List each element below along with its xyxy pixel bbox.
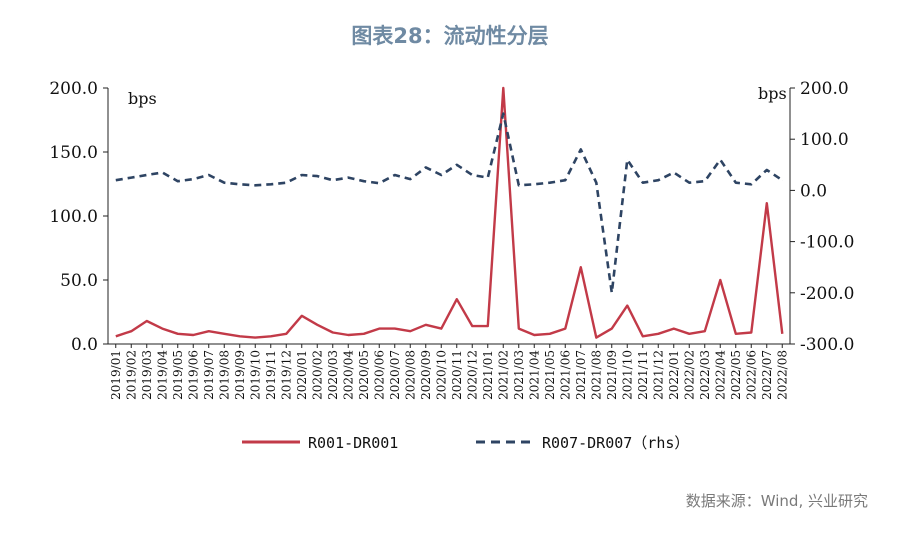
right-tick-label: 0.0 — [800, 181, 827, 201]
x-tick-label: 2022/01 — [667, 350, 681, 400]
right-tick-label: 200.0 — [800, 79, 849, 99]
series-line-0 — [115, 86, 784, 339]
right-axis-ticks: -300.0 -200.0 -100.0 0.0 100.0 200.0 — [790, 79, 854, 355]
right-tick-label: -200.0 — [800, 284, 854, 304]
x-tick-label: 2021/03 — [512, 350, 526, 400]
x-tick-label: 2019/03 — [140, 350, 154, 400]
x-tick-label: 2022/02 — [682, 350, 696, 400]
x-tick-label: 2022/08 — [775, 350, 789, 400]
right-tick-label: -100.0 — [800, 233, 854, 253]
x-tick-label: 2020/10 — [434, 350, 448, 400]
x-tick-label: 2021/02 — [496, 350, 510, 400]
series-line-1 — [115, 112, 784, 295]
x-tick-label: 2019/09 — [233, 350, 247, 400]
x-tick-label: 2021/04 — [527, 350, 541, 400]
series-lines — [115, 86, 784, 339]
source-note: 数据来源：Wind, 兴业研究 — [685, 492, 868, 510]
chart-axes — [107, 88, 791, 345]
x-tick-label: 2020/01 — [295, 350, 309, 400]
x-tick-label: 2021/05 — [543, 350, 557, 400]
x-tick-label: 2019/10 — [248, 350, 262, 400]
x-tick-label: 2019/08 — [217, 350, 231, 400]
x-tick-label: 2022/07 — [760, 350, 774, 400]
right-axis-unit: bps — [758, 84, 787, 103]
x-tick-label: 2021/09 — [605, 350, 619, 400]
legend: R001-DR001 R007-DR007（rhs） — [242, 434, 689, 452]
x-tick-label: 2020/05 — [357, 350, 371, 400]
x-tick-label: 2019/11 — [264, 350, 278, 400]
x-tick-label: 2020/03 — [326, 350, 340, 400]
x-tick-label: 2020/09 — [419, 350, 433, 400]
x-tick-label: 2020/07 — [388, 350, 402, 400]
x-tick-label: 2019/06 — [186, 350, 200, 400]
left-tick-label: 150.0 — [49, 143, 98, 163]
x-tick-label: 2022/06 — [744, 350, 758, 400]
x-tick-label: 2020/11 — [450, 350, 464, 400]
left-tick-label: 100.0 — [49, 207, 98, 227]
x-tick-label: 2020/08 — [403, 350, 417, 400]
x-tick-label: 2022/05 — [729, 350, 743, 400]
right-tick-label: -300.0 — [800, 335, 854, 355]
x-tick-label: 2019/02 — [124, 350, 138, 400]
left-tick-label: 200.0 — [49, 79, 98, 99]
x-axis-ticks: 2019/01 2019/02 2019/03 2019/04 2019/05 2019/… — [109, 344, 789, 400]
left-axis-unit: bps — [128, 89, 157, 108]
left-tick-label: 0.0 — [71, 335, 98, 355]
x-tick-label: 2020/04 — [341, 350, 355, 400]
x-tick-label: 2021/11 — [636, 350, 650, 400]
x-tick-label: 2022/03 — [698, 350, 712, 400]
x-tick-label: 2021/12 — [651, 350, 665, 400]
chart-title: 图表28：流动性分层 — [351, 24, 549, 48]
x-tick-label: 2020/12 — [465, 350, 479, 400]
x-tick-label: 2021/08 — [589, 350, 603, 400]
x-tick-label: 2020/02 — [310, 350, 324, 400]
x-tick-label: 2021/01 — [481, 350, 495, 400]
left-axis-ticks: 0.0 50.0 100.0 150.0 200.0 — [49, 79, 108, 355]
x-tick-label: 2021/10 — [620, 350, 634, 400]
x-tick-label: 2019/04 — [155, 350, 169, 400]
right-tick-label: 100.0 — [800, 130, 849, 150]
x-tick-label: 2020/06 — [372, 350, 386, 400]
x-tick-label: 2021/07 — [574, 350, 588, 400]
x-tick-label: 2021/06 — [558, 350, 572, 400]
x-tick-label: 2019/07 — [202, 350, 216, 400]
x-tick-label: 2019/05 — [171, 350, 185, 400]
left-tick-label: 50.0 — [60, 271, 98, 291]
legend-label-1: R007-DR007（rhs） — [542, 434, 689, 452]
x-tick-label: 2019/12 — [279, 350, 293, 400]
x-tick-label: 2019/01 — [109, 350, 123, 400]
legend-label-0: R001-DR001 — [308, 434, 398, 452]
x-tick-label: 2022/04 — [713, 350, 727, 400]
